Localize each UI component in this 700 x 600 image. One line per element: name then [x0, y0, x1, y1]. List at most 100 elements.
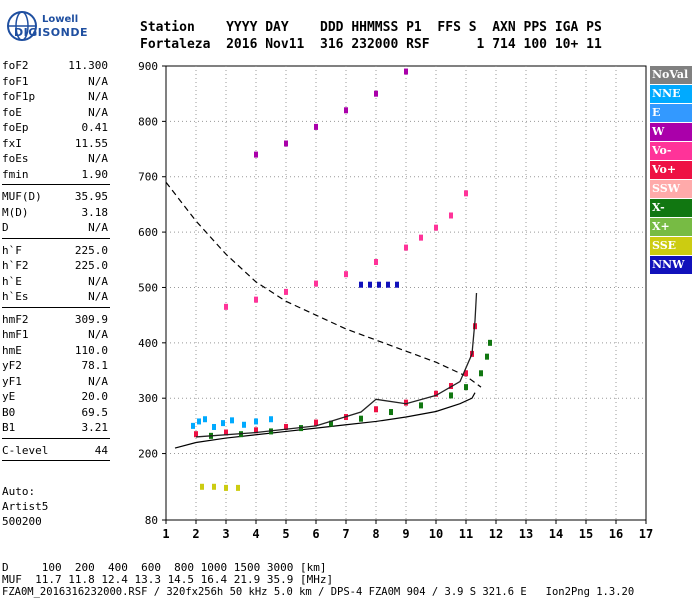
data-point-vo — [404, 244, 408, 251]
parameter-value: N/A — [88, 221, 108, 234]
x-tick-label: 16 — [609, 527, 623, 541]
parameter-row: foEp 0.41 — [2, 120, 110, 136]
parameter-value: 20.0 — [81, 390, 109, 403]
data-point-vo — [224, 303, 228, 310]
auto-label: Auto: — [2, 485, 36, 498]
parameter-group-muf: MUF(D) 35.95 M(D) 3.18 D N/A — [2, 189, 110, 236]
parameter-name: hmE — [2, 343, 22, 357]
data-point-vo — [404, 399, 408, 406]
parameter-name: fmin — [2, 167, 29, 181]
data-point-nnw — [395, 281, 399, 288]
data-point-x — [389, 409, 393, 416]
data-point-w — [344, 107, 348, 114]
y-tick-label: 400 — [138, 337, 158, 350]
parameter-value: 11.300 — [68, 59, 108, 72]
data-point-vo — [224, 429, 228, 436]
data-point-nne — [212, 423, 216, 430]
parameter-row: yF2 78.1 — [2, 358, 110, 374]
parameter-value: N/A — [88, 105, 108, 119]
parameter-name: foF1 — [2, 74, 29, 88]
x-tick-label: 15 — [579, 527, 593, 541]
parameter-row: B0 69.5 — [2, 405, 110, 421]
data-point-nne — [221, 420, 225, 427]
parameter-value: 3.21 — [81, 421, 109, 434]
y-tick-label: 200 — [138, 448, 158, 461]
data-point-vo — [344, 271, 348, 278]
parameter-name: hmF1 — [2, 328, 29, 341]
footer-file-info: FZA0M_2016316232000.RSF / 320fx256h 50 k… — [2, 586, 635, 598]
parameter-name: B0 — [2, 405, 16, 419]
parameter-name: foEs — [2, 152, 29, 165]
parameter-value: N/A — [88, 90, 108, 103]
data-point-x — [359, 415, 363, 422]
parameter-name: hmF2 — [2, 312, 29, 326]
parameter-value: 11.55 — [74, 136, 108, 150]
parameter-name: yE — [2, 390, 16, 403]
legend-item: Vo+ — [650, 161, 692, 179]
x-tick-label: 8 — [372, 527, 379, 541]
data-point-vo — [284, 288, 288, 295]
x-tick-label: 14 — [549, 527, 563, 541]
divider — [2, 306, 110, 308]
data-point-w — [374, 90, 378, 97]
legend-item: Vo- — [650, 142, 692, 160]
parameter-row: fxI 11.55 — [2, 136, 110, 152]
parameter-name: yF2 — [2, 359, 22, 372]
parameter-group-confidence: C-level 44 — [2, 443, 110, 459]
data-point-vo — [194, 431, 198, 438]
brand-top: Lowell — [42, 14, 79, 25]
data-point-vo — [434, 390, 438, 397]
data-point-x — [449, 392, 453, 399]
data-point-vo — [449, 383, 453, 390]
y-tick-label: 80 — [145, 514, 158, 527]
data-point-sse — [212, 483, 216, 490]
header-line-2: Fortaleza 2016 Nov11 316 232000 RSF 1 71… — [140, 37, 602, 52]
parameter-panel: foF2 11.300 foF1 N/A foF1p N/A foE N/A foEp 0.41 f… — [2, 58, 110, 465]
parameter-name: D — [2, 221, 9, 234]
profile-dashed-line — [165, 181, 482, 388]
parameter-row: D N/A — [2, 220, 110, 236]
data-point-vo — [284, 423, 288, 430]
profile-solid-line — [174, 392, 476, 449]
parameter-value: 0.41 — [81, 121, 109, 134]
data-point-vo — [449, 212, 453, 219]
parameter-name: B1 — [2, 421, 16, 434]
data-point-x — [485, 353, 489, 360]
y-tick-label: 600 — [138, 226, 158, 239]
parameter-name: C-level — [2, 443, 49, 457]
parameter-value: 225.0 — [74, 259, 108, 272]
x-tick-label: 3 — [222, 527, 229, 541]
parameter-group-critical-frequencies: foF2 11.300 foF1 N/A foF1p N/A foE N/A foEp 0.41 f… — [2, 58, 110, 182]
parameter-value: 78.1 — [81, 359, 109, 372]
divider — [2, 460, 110, 461]
data-point-vo — [374, 406, 378, 413]
legend-item: NNW — [650, 256, 692, 274]
parameter-name: M(D) — [2, 205, 29, 219]
data-point-vo — [254, 427, 258, 434]
parameter-value: N/A — [88, 328, 108, 341]
data-point-sse — [236, 484, 240, 491]
parameter-row: foF1p N/A — [2, 89, 110, 105]
data-point-sse — [200, 483, 204, 490]
parameter-group-virtual-heights: h`F 225.0 h`F2 225.0 h`E N/A h`Es N/A — [2, 243, 110, 305]
lowell-digisonde-logo: Lowell DIGISONDE — [4, 6, 94, 46]
divider — [2, 237, 110, 239]
parameter-name: fxI — [2, 136, 22, 150]
parameter-name: foF1p — [2, 90, 36, 103]
data-point-nne — [230, 417, 234, 424]
parameter-value: N/A — [88, 374, 108, 388]
parameter-row: fmin 1.90 — [2, 167, 110, 183]
y-tick-label: 700 — [138, 171, 158, 184]
y-tick-label: 300 — [138, 392, 158, 405]
parameter-row: hmF1 N/A — [2, 327, 110, 343]
x-tick-label: 9 — [402, 527, 409, 541]
data-point-vo — [254, 296, 258, 303]
parameter-value: 110.0 — [74, 343, 108, 357]
x-tick-label: 2 — [192, 527, 199, 541]
data-point-vo — [374, 258, 378, 265]
parameter-row: h`Es N/A — [2, 289, 110, 305]
brand-bottom: DIGISONDE — [14, 26, 88, 39]
parameter-value: 3.18 — [81, 205, 109, 219]
data-point-nne — [254, 418, 258, 425]
legend-item: X- — [650, 199, 692, 217]
